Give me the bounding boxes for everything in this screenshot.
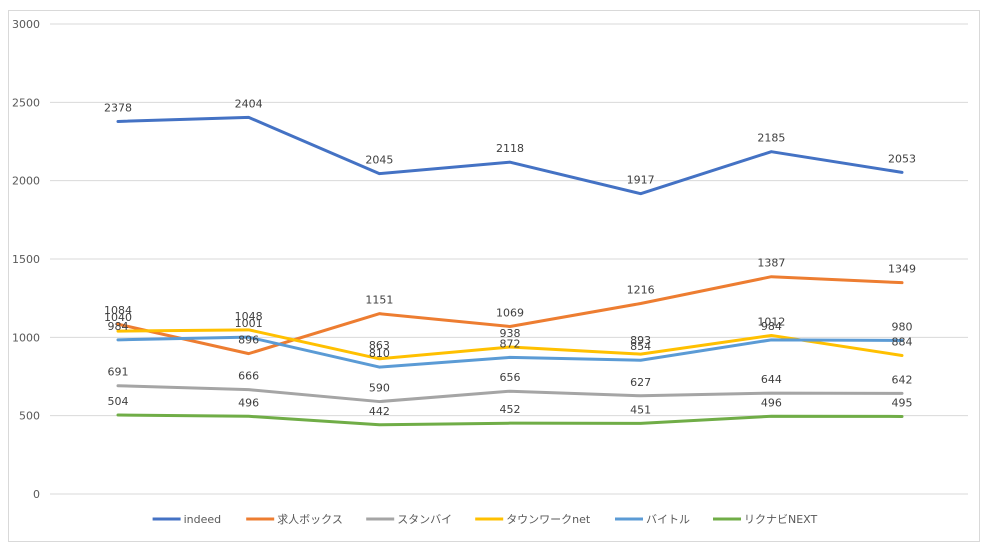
- data-label: 810: [369, 347, 390, 360]
- data-label: 984: [108, 320, 129, 333]
- data-label: 496: [761, 396, 782, 409]
- y-axis-ticks: 0 500 1000 1500 2000 2500 3000: [12, 18, 40, 501]
- chart-border: [8, 10, 980, 542]
- legend-label: リクナビNEXT: [744, 513, 818, 526]
- data-label: 691: [108, 366, 129, 379]
- data-label: 590: [369, 382, 390, 395]
- legend-label: タウンワークnet: [506, 513, 591, 526]
- data-label: 2045: [365, 154, 393, 167]
- legend-item-3: タウンワークnet: [475, 513, 591, 526]
- y-tick-label: 1000: [12, 331, 40, 344]
- data-label: 451: [630, 403, 651, 416]
- data-label: 2053: [888, 152, 916, 165]
- y-tick-label: 2500: [12, 96, 40, 109]
- data-label: 627: [630, 376, 651, 389]
- data-label: 504: [108, 395, 129, 408]
- data-label: 1069: [496, 307, 524, 320]
- data-label: 1048: [235, 310, 263, 323]
- data-label: 1040: [104, 311, 132, 324]
- data-label: 2378: [104, 101, 132, 114]
- legend-item-2: スタンバイ: [366, 513, 452, 526]
- data-label: 495: [892, 396, 913, 409]
- data-label: 496: [238, 396, 259, 409]
- series-line-5: [116, 413, 904, 427]
- data-label: 1917: [627, 174, 655, 187]
- series-lines: [116, 115, 904, 427]
- y-tick-label: 2000: [12, 175, 40, 188]
- data-label: 2404: [235, 97, 263, 110]
- data-label: 938: [500, 327, 521, 340]
- legend-item-4: バイトル: [615, 513, 690, 526]
- y-tick-label: 500: [19, 410, 40, 423]
- legend-item-5: リクナビNEXT: [713, 513, 818, 526]
- data-label: 984: [761, 320, 782, 333]
- data-label: 666: [238, 370, 259, 383]
- data-label: 854: [630, 340, 651, 353]
- data-labels: 2378 2404 2045 2118 1917 2185 2053 1084 896 1151 1…: [104, 97, 916, 417]
- data-label: 1084: [104, 304, 132, 317]
- data-label: 442: [369, 405, 390, 418]
- data-label: 1001: [235, 317, 263, 330]
- data-label: 656: [500, 371, 521, 384]
- data-label: 452: [500, 403, 521, 416]
- data-label: 2118: [496, 142, 524, 155]
- legend-item-0: indeed: [152, 513, 222, 526]
- series-line-1: [116, 275, 904, 356]
- data-label: 644: [761, 373, 782, 386]
- legend-label: 求人ボックス: [277, 513, 343, 526]
- y-tick-label: 3000: [12, 18, 40, 31]
- data-label: 2185: [757, 132, 785, 145]
- legend-label: スタンバイ: [397, 513, 452, 526]
- y-tick-label: 1500: [12, 253, 40, 266]
- series-line-0: [116, 115, 904, 196]
- data-label: 980: [892, 320, 913, 333]
- legend-label: バイトル: [646, 513, 690, 526]
- data-label: 884: [892, 336, 913, 349]
- data-label: 1216: [627, 283, 655, 296]
- data-label: 863: [369, 339, 390, 352]
- data-label: 1012: [757, 315, 785, 328]
- data-label: 896: [238, 334, 259, 347]
- legend: indeed 求人ボックス スタンバイ タウンワークnet バイトル リクナビNEXT: [152, 513, 818, 526]
- data-label: 1387: [757, 257, 785, 270]
- series-line-2: [116, 384, 904, 404]
- legend-label: indeed: [184, 513, 222, 526]
- legend-item-1: 求人ボックス: [246, 513, 343, 526]
- y-tick-label: 0: [33, 488, 40, 501]
- series-line-3: [116, 328, 904, 361]
- data-label: 1349: [888, 263, 916, 276]
- data-label: 1151: [365, 294, 393, 307]
- series-line-4: [116, 335, 904, 369]
- data-label: 893: [630, 334, 651, 347]
- data-label: 872: [500, 337, 521, 350]
- data-label: 642: [892, 373, 913, 386]
